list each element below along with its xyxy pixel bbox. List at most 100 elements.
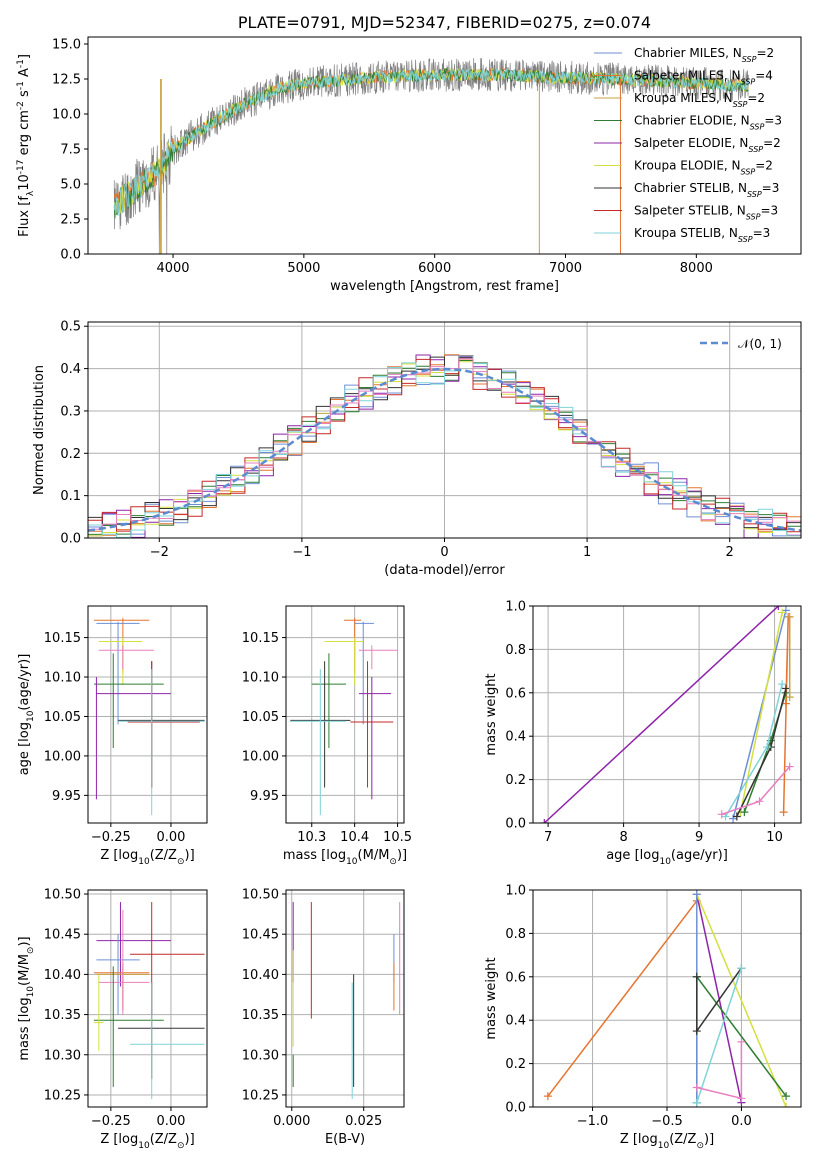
legend-text: Chabrier ELODIE, N	[634, 114, 750, 128]
x-axis-label: E(B-V)	[325, 1132, 365, 1147]
legend-eq: =2	[747, 91, 765, 105]
tick-label-x: 0.00	[156, 1114, 185, 1129]
label-segment: Z [log	[100, 1132, 138, 1147]
y-axis-label: Normed distribution	[32, 365, 47, 495]
chart-title: PLATE=0791, MJD=52347, FIBERID=0275, z=0…	[238, 13, 651, 32]
tick-label-x: −0.25	[91, 830, 131, 845]
tick-label-y: 12.5	[52, 73, 81, 88]
weight-line-cm	[732, 610, 787, 819]
label-segment: 10	[659, 857, 671, 867]
axes-frame	[285, 889, 405, 1108]
axes-frame	[532, 889, 802, 1108]
x-axis-label: Z [log10(Z/Z⊙)]	[620, 1132, 714, 1151]
tick-label-y: 10.45	[242, 928, 279, 943]
tick-label-x: 5000	[287, 261, 320, 276]
legend-eq: =2	[755, 159, 773, 173]
label-segment: (M/M	[358, 848, 390, 863]
tick-label-y: 7.5	[60, 143, 81, 158]
tick-label-x: −0.25	[91, 1114, 131, 1129]
tick-label-y: 10.10	[242, 671, 279, 686]
plus-marker	[692, 890, 701, 899]
plus-marker	[778, 608, 787, 617]
tick-label-y: 10.30	[44, 1048, 81, 1063]
legend-sub: SSP	[733, 100, 748, 109]
plus-marker	[737, 1094, 746, 1103]
plot-area-z_mass	[94, 902, 205, 1099]
tick-label-y: 2.5	[60, 213, 81, 228]
label-segment: Normed distribution	[32, 365, 47, 495]
legend-text: Kroupa ELODIE, N	[634, 159, 741, 173]
label-segment: (Z/Z	[150, 1132, 177, 1147]
label-segment: )]	[17, 936, 32, 946]
axes-frame	[87, 889, 208, 1108]
plus-marker	[740, 808, 749, 817]
tick-label-y: 0.2	[505, 773, 526, 788]
weight-line-sm	[782, 616, 789, 813]
plus-marker	[785, 762, 794, 771]
legend-label: Salpeter STELIB, NSSP=3	[634, 204, 778, 222]
tick-label-y: 10.15	[44, 631, 81, 646]
label-segment: ⊙	[389, 857, 397, 867]
tick-label-y: 10.25	[242, 1088, 279, 1103]
label-segment: s	[17, 90, 32, 101]
label-segment: ⊙	[696, 1141, 704, 1151]
label-segment: mass [log	[283, 848, 346, 863]
legend-text: Salpeter ELODIE, N	[634, 136, 748, 150]
axes-frame	[87, 605, 208, 824]
tick-label-x: 0.0	[731, 1114, 752, 1129]
label-segment: (Z/Z	[150, 848, 177, 863]
tick-label-y: 10.00	[44, 749, 81, 764]
tick-label-y: 10.10	[44, 671, 81, 686]
x-axis-label: Z [log10(Z/Z⊙)]	[100, 848, 194, 867]
tick-label-y: 10.15	[242, 631, 279, 646]
label-segment: ⊙	[177, 857, 185, 867]
legend-eq: =3	[753, 226, 771, 240]
label-segment: ]	[17, 54, 32, 59]
legend-label: Chabrier ELODIE, NSSP=3	[634, 114, 782, 132]
label-segment: Z [log	[620, 1132, 658, 1147]
axes-frame	[87, 321, 802, 539]
tick-label-x: 7000	[549, 261, 582, 276]
tick-label-y: 0.0	[505, 1101, 526, 1116]
label-segment: 10	[26, 986, 36, 998]
tick-label-y: 0.6	[505, 686, 526, 701]
label-segment: )]	[185, 848, 195, 863]
label-segment: -2	[16, 101, 26, 110]
tick-label-x: −2	[150, 545, 169, 560]
label-segment: 10	[138, 857, 150, 867]
label-segment: erg cm	[17, 110, 32, 159]
plus-marker	[692, 1027, 701, 1036]
plus-marker	[692, 972, 701, 981]
tick-label-x: −0.5	[651, 1114, 683, 1129]
tick-label-x: 10	[766, 830, 783, 845]
plus-marker	[737, 1037, 746, 1046]
label-segment: ⊙	[26, 947, 36, 955]
label-segment: (Z/Z	[669, 1132, 696, 1147]
plus-marker	[782, 1092, 791, 1101]
tick-label-y: 0.4	[505, 1014, 526, 1029]
panel-mass_age: 10.3 10.4 10.5 9.95 10.00 10.05 10.10 10.15 mass…	[242, 605, 412, 867]
legend-sub: SSP	[746, 212, 761, 221]
tick-label-y: 10.35	[44, 1008, 81, 1023]
histogram-ks	[88, 355, 801, 538]
plus-marker	[717, 810, 726, 819]
tick-label-y: 0.0	[60, 248, 81, 263]
tick-label-y: 10.00	[242, 749, 279, 764]
spectrum-ks	[113, 68, 749, 217]
legend-eq: =2	[756, 46, 774, 60]
tick-label-y: 15.0	[52, 38, 81, 53]
legend-label: Kroupa STELIB, NSSP=3	[634, 226, 770, 244]
plus-marker	[692, 1083, 701, 1092]
legend-sub: SSP	[747, 190, 762, 199]
weight-line-ke	[696, 894, 787, 1107]
y-axis-label: mass [log10(M/M⊙)]	[17, 936, 36, 1060]
tick-label-y: 0.3	[60, 404, 81, 419]
tick-label-y: 10.45	[44, 928, 81, 943]
tick-label-x: 0.025	[345, 1114, 382, 1129]
tick-label-x: 10.3	[297, 830, 326, 845]
tick-label-x: 0.000	[273, 1114, 310, 1129]
legend-text: Chabrier STELIB, N	[634, 181, 747, 195]
plot-area-ebv_mass	[292, 902, 401, 1099]
